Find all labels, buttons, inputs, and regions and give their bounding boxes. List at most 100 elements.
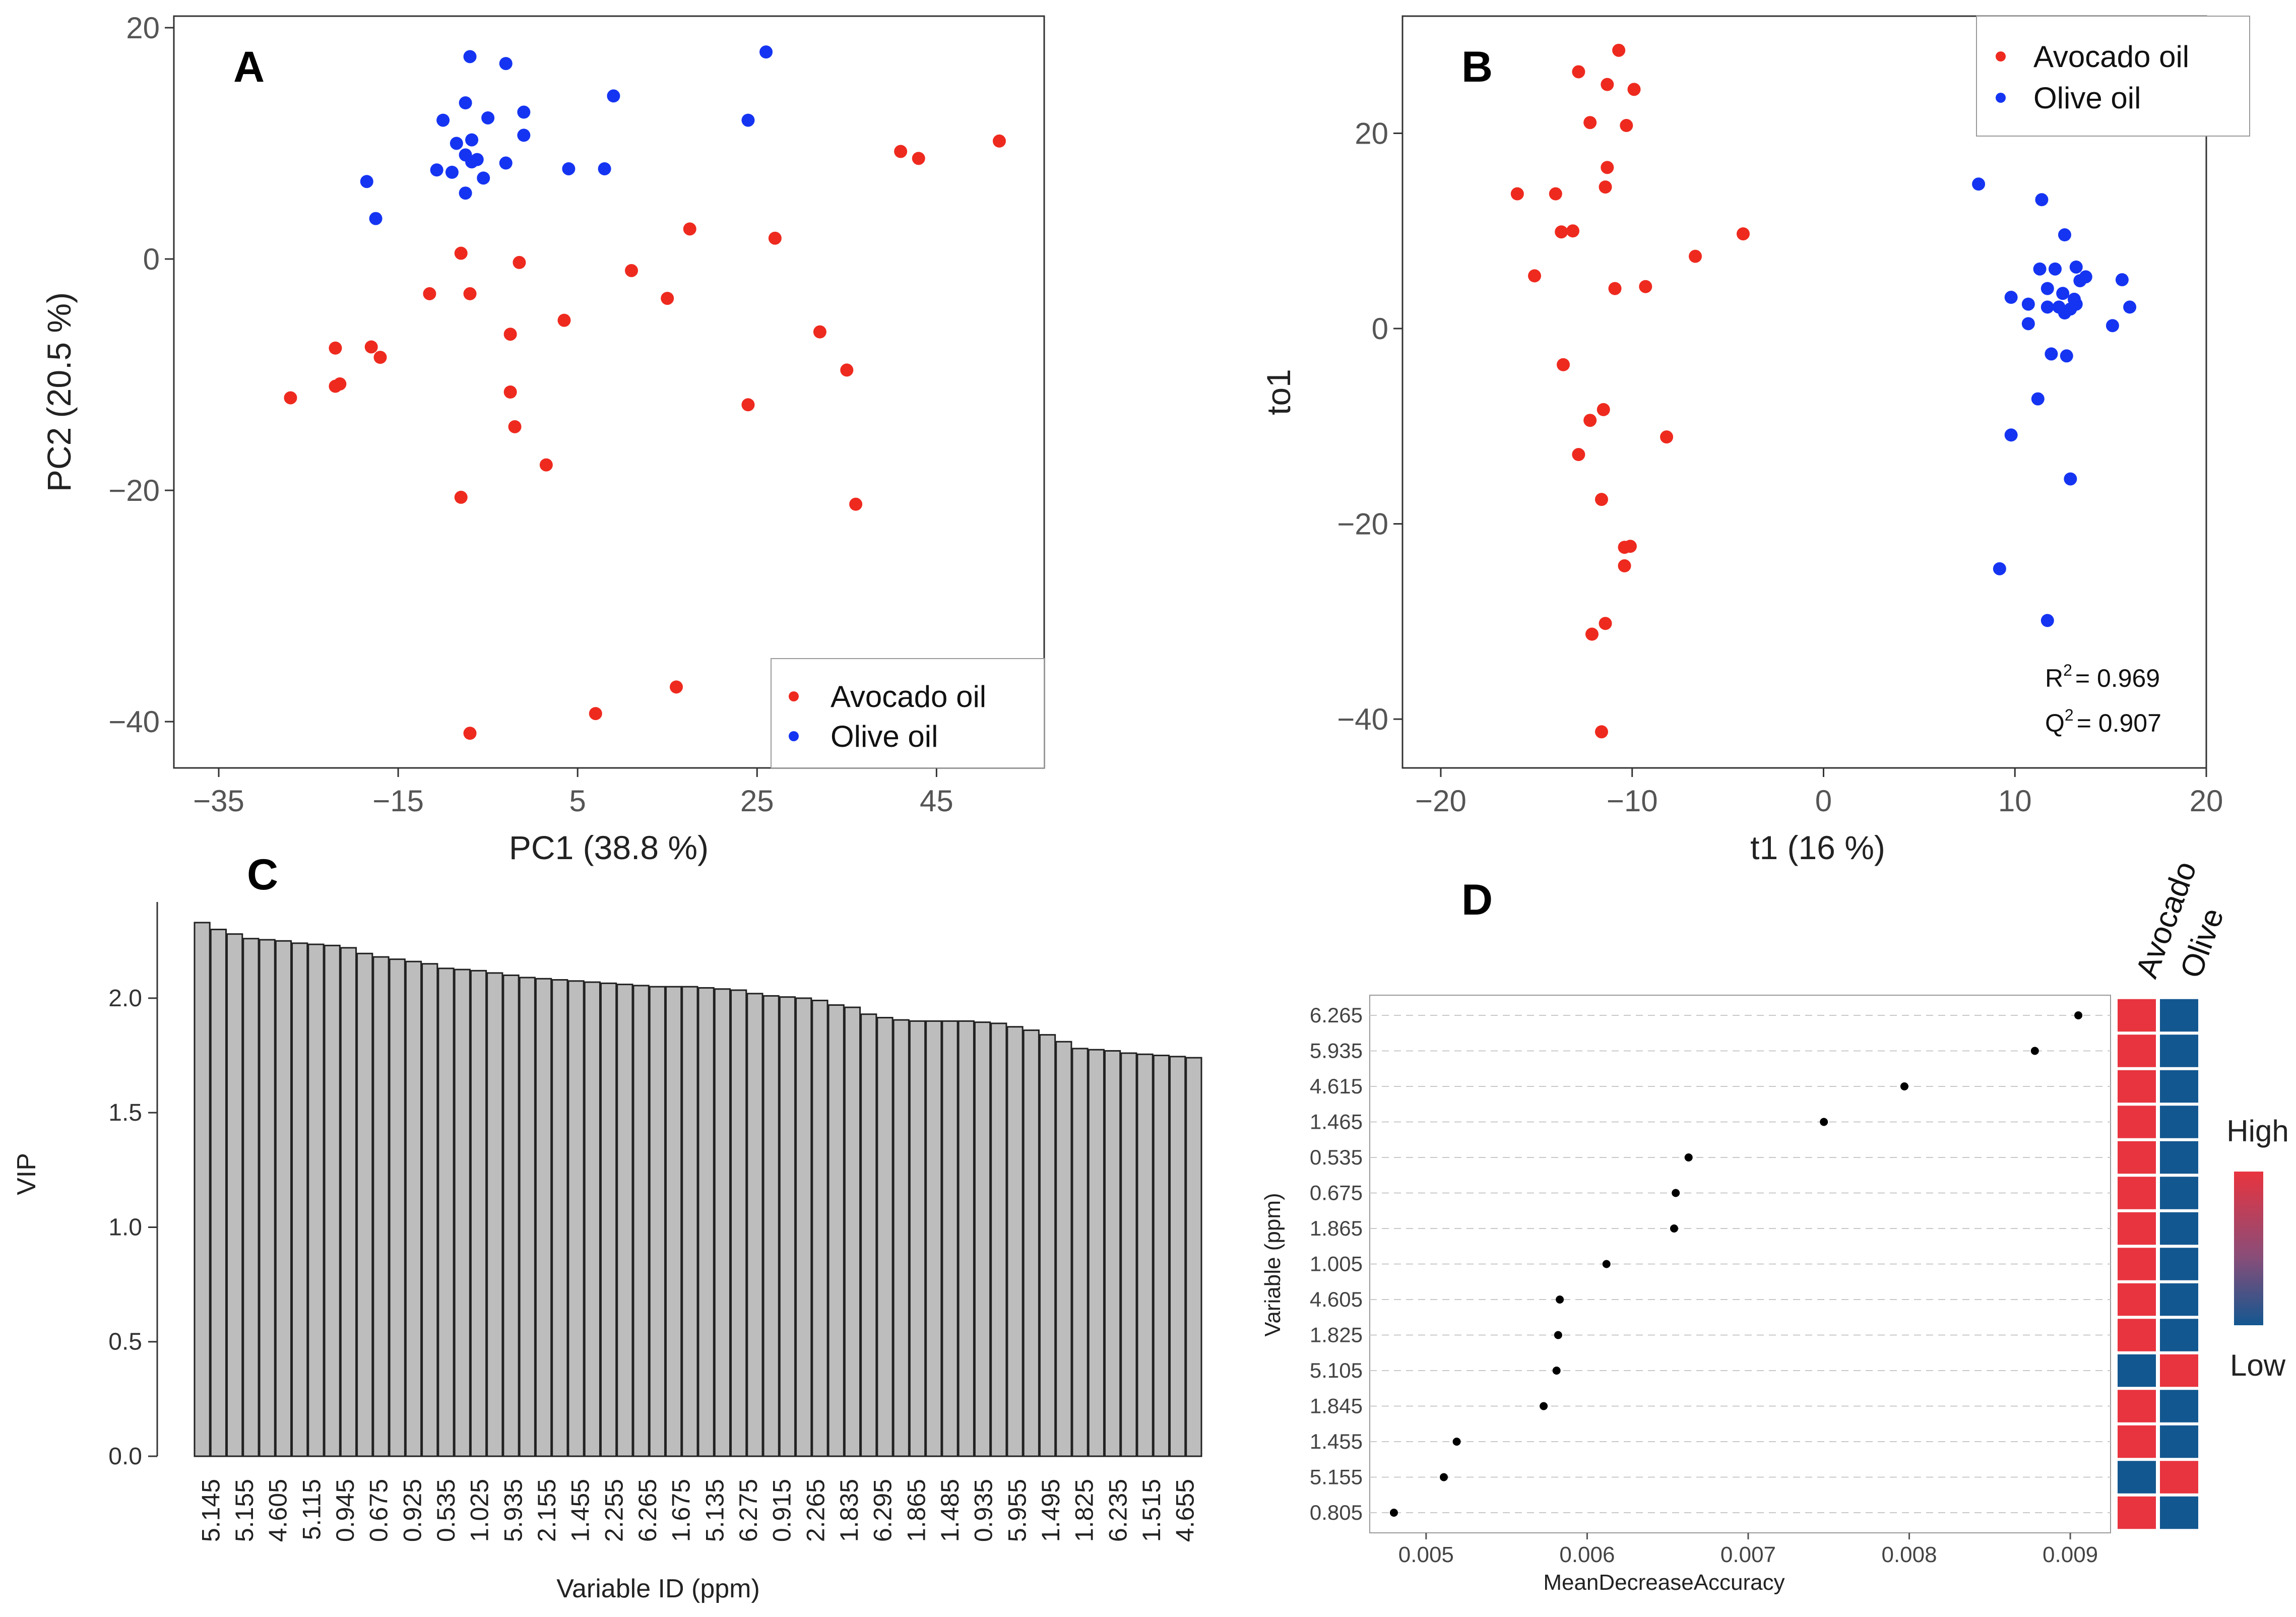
y-tick-label: −40 — [1337, 702, 1388, 736]
data-point-olive-oil — [1972, 177, 1986, 191]
x-axis-label-a: PC1 (38.8 %) — [509, 829, 709, 866]
fit-statistics: R2 = 0.969 Q2 = 0.907 — [2045, 661, 2161, 737]
y-tick-label: 2.0 — [108, 985, 142, 1012]
x-tick-label: 2.265 — [801, 1479, 830, 1542]
data-point-avocado-oil — [1612, 43, 1626, 57]
data-point-avocado-oil — [463, 727, 477, 740]
data-point-avocado-oil — [625, 264, 639, 277]
data-point-avocado-oil — [1555, 225, 1568, 239]
data-point-avocado-oil — [513, 255, 526, 269]
vip-bar — [762, 995, 780, 1457]
heatmap-cell — [2118, 1354, 2156, 1387]
importance-point — [1602, 1260, 1611, 1268]
x-tick-label: 0.008 — [1881, 1542, 1937, 1567]
r2-label: R — [2045, 664, 2063, 692]
x-tick-label: 6.295 — [869, 1479, 897, 1542]
heatmap-cell — [2118, 1106, 2156, 1138]
data-point-avocado-oil — [454, 246, 468, 260]
x-tick-label: 5.135 — [700, 1479, 729, 1542]
data-point-olive-oil — [517, 105, 531, 119]
heatmap-d — [2118, 999, 2198, 1529]
data-point-avocado-oil — [1583, 116, 1597, 130]
y-tick-label: 1.0 — [108, 1214, 142, 1241]
vip-bar — [275, 940, 292, 1457]
vip-bar — [535, 978, 552, 1457]
data-point-avocado-oil — [1736, 227, 1750, 241]
x-tick-label: 5.955 — [1003, 1479, 1031, 1542]
colorbar-high-label: High — [2226, 1114, 2288, 1148]
x-tick-label: 4.655 — [1171, 1479, 1199, 1542]
data-point-olive-oil — [481, 111, 495, 124]
legend-label-olive-a: Olive oil — [831, 720, 938, 753]
heatmap-cell — [2118, 1425, 2156, 1458]
vip-bar — [811, 999, 828, 1457]
vip-bar — [616, 984, 633, 1457]
importance-point — [1552, 1367, 1561, 1375]
vip-bar — [990, 1022, 1007, 1457]
data-point-avocado-oil — [1583, 414, 1597, 427]
x-tick-label: 6.265 — [633, 1479, 662, 1542]
variable-tick-label: 5.935 — [1310, 1039, 1363, 1063]
data-point-olive-oil — [369, 212, 382, 225]
q2-label: Q — [2045, 709, 2065, 737]
vip-bar — [226, 933, 243, 1457]
x-tick-label: 1.485 — [936, 1479, 964, 1542]
data-point-avocado-oil — [683, 222, 696, 236]
importance-point — [1670, 1224, 1678, 1233]
data-point-avocado-oil — [1510, 187, 1524, 201]
data-point-avocado-oil — [1599, 180, 1612, 194]
data-point-olive-oil — [2060, 349, 2073, 363]
importance-point — [1556, 1296, 1564, 1304]
data-point-olive-oil — [2058, 306, 2071, 320]
x-tick-label: 0.925 — [398, 1479, 426, 1542]
heatmap-cell — [2160, 999, 2198, 1032]
importance-point — [1389, 1509, 1398, 1517]
importance-point — [1540, 1402, 1548, 1410]
legend-label-olive-b: Olive oil — [2033, 81, 2141, 115]
x-tick-label: 25 — [740, 784, 774, 818]
heatmap-cell — [2160, 1248, 2198, 1280]
y-tick-label: −20 — [108, 474, 160, 507]
data-point-avocado-oil — [670, 680, 683, 694]
vip-bar — [470, 969, 487, 1457]
x-tick-label: 1.835 — [835, 1479, 863, 1542]
x-tick-label: 0.935 — [970, 1479, 998, 1542]
y-tick-label: 1.5 — [108, 1099, 142, 1126]
legend-box-b — [1976, 16, 2250, 137]
data-point-avocado-oil — [373, 351, 387, 364]
y-tick-label: 0 — [143, 242, 160, 276]
heatmap-cell — [2160, 1212, 2198, 1245]
importance-point — [2030, 1047, 2039, 1055]
data-point-olive-oil — [2064, 472, 2077, 486]
panel-b: B −20 −10 0 10 20 20 0 −20 −40 t1 (16 %) to1 Avo… — [1260, 15, 2250, 866]
data-point-avocado-oil — [1549, 187, 1562, 201]
importance-point — [1900, 1082, 1908, 1090]
importance-point — [2074, 1011, 2083, 1019]
x-tick-label: 45 — [920, 784, 953, 818]
plot-frame-a — [173, 15, 1045, 769]
data-point-olive-oil — [436, 113, 450, 127]
data-point-olive-oil — [2106, 319, 2119, 333]
x-tick-label: 5.115 — [297, 1479, 326, 1540]
data-point-avocado-oil — [364, 340, 378, 354]
vip-bar — [389, 958, 406, 1457]
heatmap-cell — [2118, 1034, 2156, 1067]
vip-bar — [665, 986, 682, 1457]
data-point-avocado-oil — [1595, 493, 1608, 506]
vip-bar — [1185, 1057, 1202, 1457]
heatmap-cell — [2160, 1390, 2198, 1422]
x-tick-label: 0.005 — [1398, 1542, 1454, 1567]
x-tick-label: 1.455 — [566, 1479, 595, 1542]
legend-swatch-avocado-b — [1996, 51, 2006, 61]
vip-bar — [925, 1020, 942, 1457]
data-point-avocado-oil — [1585, 627, 1599, 641]
vip-bar — [519, 977, 536, 1457]
x-tick-label: 5 — [569, 784, 586, 818]
vip-bar — [324, 944, 341, 1457]
y-tick-label: 20 — [126, 11, 160, 45]
variable-tick-label: 1.455 — [1310, 1430, 1363, 1453]
variable-tick-label: 1.845 — [1310, 1394, 1363, 1418]
data-point-olive-oil — [450, 137, 463, 150]
data-point-avocado-oil — [1599, 617, 1612, 630]
data-point-olive-oil — [2004, 291, 2018, 304]
